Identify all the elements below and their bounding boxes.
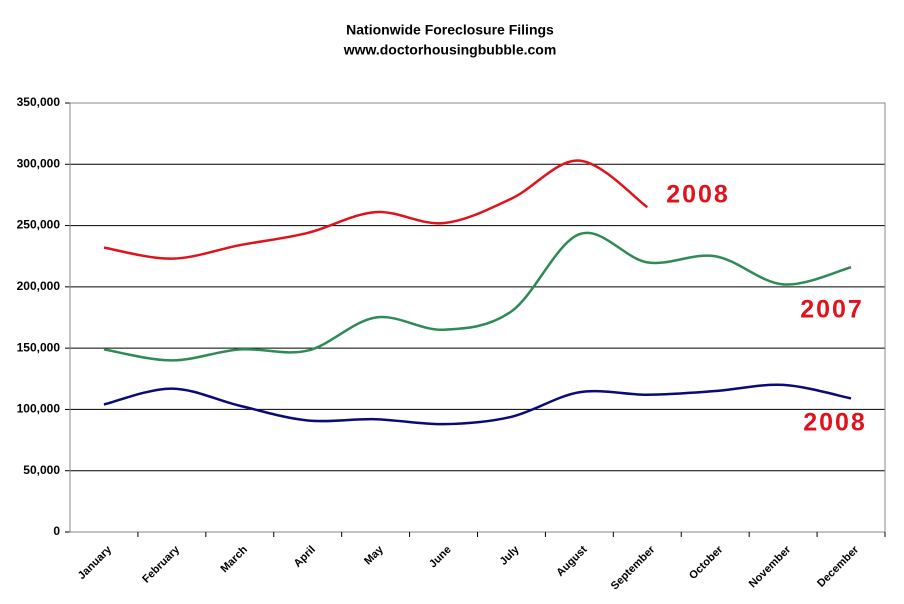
x-tick-label: November xyxy=(747,543,794,590)
series-label: 2008 xyxy=(666,181,730,209)
x-tick-label: June xyxy=(427,544,454,571)
y-tick-label: 350,000 xyxy=(17,95,61,109)
x-tick-label: December xyxy=(815,543,862,590)
y-tick-label: 100,000 xyxy=(17,402,61,416)
x-tick-label: March xyxy=(219,543,251,575)
y-tick-label: 150,000 xyxy=(17,340,61,354)
series-line xyxy=(103,231,852,362)
y-tick-label: 50,000 xyxy=(23,463,60,477)
y-tick-label: 200,000 xyxy=(17,279,61,293)
x-tick-label: January xyxy=(76,543,115,582)
x-tick-label: February xyxy=(140,543,182,585)
y-tick-label: 300,000 xyxy=(17,156,61,170)
x-tick-label: October xyxy=(687,543,726,582)
x-tick-label: July xyxy=(498,543,523,568)
y-tick-label: 0 xyxy=(53,524,60,538)
x-tick-label: April xyxy=(292,544,318,570)
y-tick-label: 250,000 xyxy=(17,218,61,232)
x-tick-label: May xyxy=(362,543,386,567)
chart-subtitle: www.doctorhousingbubble.com xyxy=(343,42,557,58)
series-line xyxy=(103,383,852,426)
x-tick-label: September xyxy=(609,543,658,592)
x-tick-label: August xyxy=(554,543,590,579)
series-line xyxy=(103,159,649,260)
series-label: 2008 xyxy=(803,409,867,437)
chart-title: Nationwide Foreclosure Filings xyxy=(346,22,554,38)
plot-frame xyxy=(69,102,886,533)
series-label: 2007 xyxy=(800,296,864,324)
